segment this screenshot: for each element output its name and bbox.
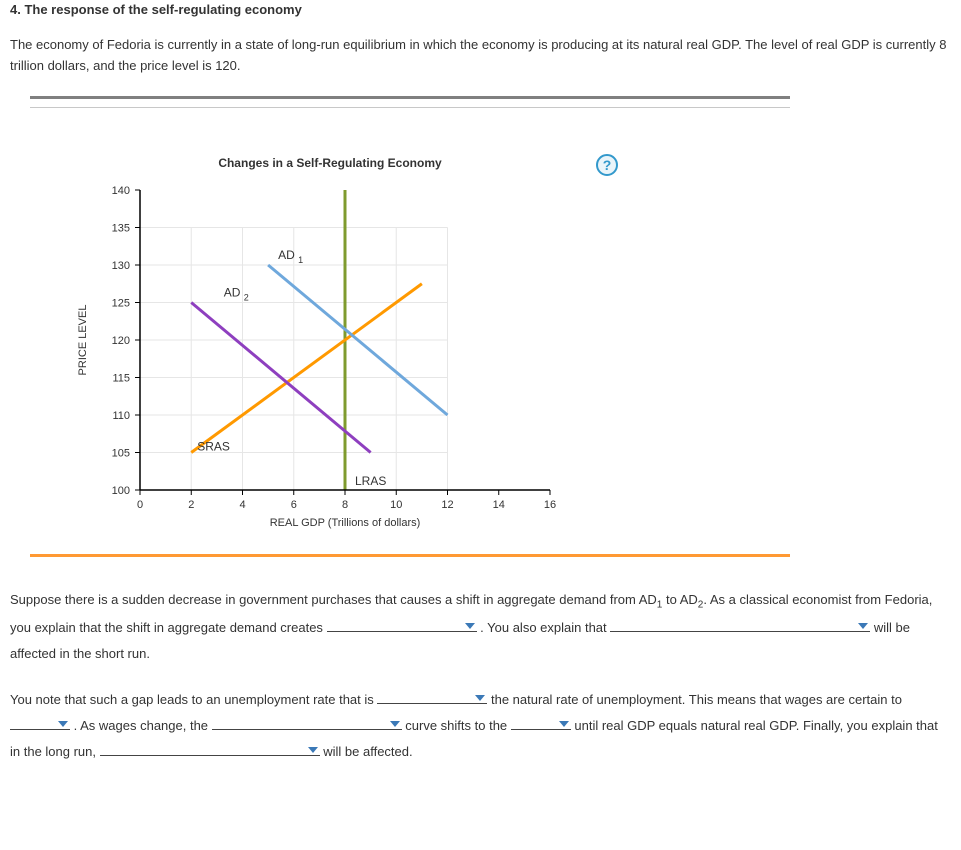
dropdown-shortrun-affected[interactable] bbox=[610, 616, 870, 632]
chevron-down-icon bbox=[465, 623, 475, 629]
p1-text-2: to AD bbox=[662, 592, 697, 607]
svg-text:SRAS: SRAS bbox=[197, 439, 230, 453]
dropdown-shift-direction[interactable] bbox=[511, 714, 571, 730]
dropdown-wage-direction[interactable] bbox=[10, 714, 70, 730]
svg-text:10: 10 bbox=[390, 499, 402, 511]
help-icon: ? bbox=[603, 154, 612, 176]
svg-text:0: 0 bbox=[137, 499, 143, 511]
chevron-down-icon bbox=[308, 747, 318, 753]
dropdown-curve[interactable] bbox=[212, 714, 402, 730]
question-intro: The economy of Fedoria is currently in a… bbox=[10, 35, 951, 77]
chart-container: ? Changes in a Self-Regulating Economy 0… bbox=[30, 154, 590, 539]
svg-text:PRICE LEVEL: PRICE LEVEL bbox=[77, 304, 89, 375]
p1-text-1: Suppose there is a sudden decrease in go… bbox=[10, 592, 657, 607]
p2-text-2: the natural rate of unemployment. This m… bbox=[487, 692, 902, 707]
chevron-down-icon bbox=[58, 721, 68, 727]
dropdown-rate-relation[interactable] bbox=[377, 688, 487, 704]
svg-text:115: 115 bbox=[112, 372, 130, 384]
help-button[interactable]: ? bbox=[596, 154, 618, 176]
p2-text-6: will be affected. bbox=[320, 744, 413, 759]
svg-text:8: 8 bbox=[342, 499, 348, 511]
svg-text:100: 100 bbox=[112, 485, 130, 497]
p2-text-4: curve shifts to the bbox=[402, 718, 511, 733]
svg-text:12: 12 bbox=[441, 499, 453, 511]
svg-text:LRAS: LRAS bbox=[355, 474, 386, 488]
svg-text:1: 1 bbox=[298, 255, 303, 265]
svg-text:AD: AD bbox=[278, 248, 295, 262]
dropdown-gap-type[interactable] bbox=[327, 616, 477, 632]
svg-text:REAL GDP (Trillions of dollars: REAL GDP (Trillions of dollars) bbox=[270, 517, 421, 529]
chart-svg: 0246810121416100105110115120125130135140… bbox=[70, 180, 570, 540]
divider-orange bbox=[30, 554, 790, 557]
p1-text-4: . You also explain that bbox=[477, 620, 611, 635]
chevron-down-icon bbox=[858, 623, 868, 629]
svg-text:125: 125 bbox=[112, 297, 130, 309]
paragraph-2: You note that such a gap leads to an une… bbox=[10, 687, 951, 765]
chart-title: Changes in a Self-Regulating Economy bbox=[70, 154, 590, 173]
svg-text:14: 14 bbox=[493, 499, 505, 511]
svg-text:140: 140 bbox=[112, 185, 130, 197]
svg-text:6: 6 bbox=[291, 499, 297, 511]
p2-text-3: . As wages change, the bbox=[70, 718, 212, 733]
svg-text:110: 110 bbox=[112, 410, 130, 422]
svg-text:130: 130 bbox=[112, 260, 130, 272]
chevron-down-icon bbox=[559, 721, 569, 727]
paragraph-1: Suppose there is a sudden decrease in go… bbox=[10, 587, 951, 668]
svg-text:AD: AD bbox=[224, 285, 241, 299]
divider-top-bold bbox=[30, 96, 790, 99]
svg-text:135: 135 bbox=[112, 222, 130, 234]
svg-text:120: 120 bbox=[112, 335, 130, 347]
svg-text:2: 2 bbox=[244, 292, 249, 302]
chevron-down-icon bbox=[390, 721, 400, 727]
p2-text-1: You note that such a gap leads to an une… bbox=[10, 692, 377, 707]
svg-text:2: 2 bbox=[188, 499, 194, 511]
question-title: 4. The response of the self-regulating e… bbox=[10, 0, 951, 21]
chevron-down-icon bbox=[475, 695, 485, 701]
svg-text:4: 4 bbox=[239, 499, 245, 511]
svg-text:105: 105 bbox=[112, 447, 130, 459]
svg-text:16: 16 bbox=[544, 499, 556, 511]
divider-top-thin bbox=[30, 107, 790, 108]
chart-plot: 0246810121416100105110115120125130135140… bbox=[70, 180, 570, 540]
dropdown-longrun-affected[interactable] bbox=[100, 740, 320, 756]
